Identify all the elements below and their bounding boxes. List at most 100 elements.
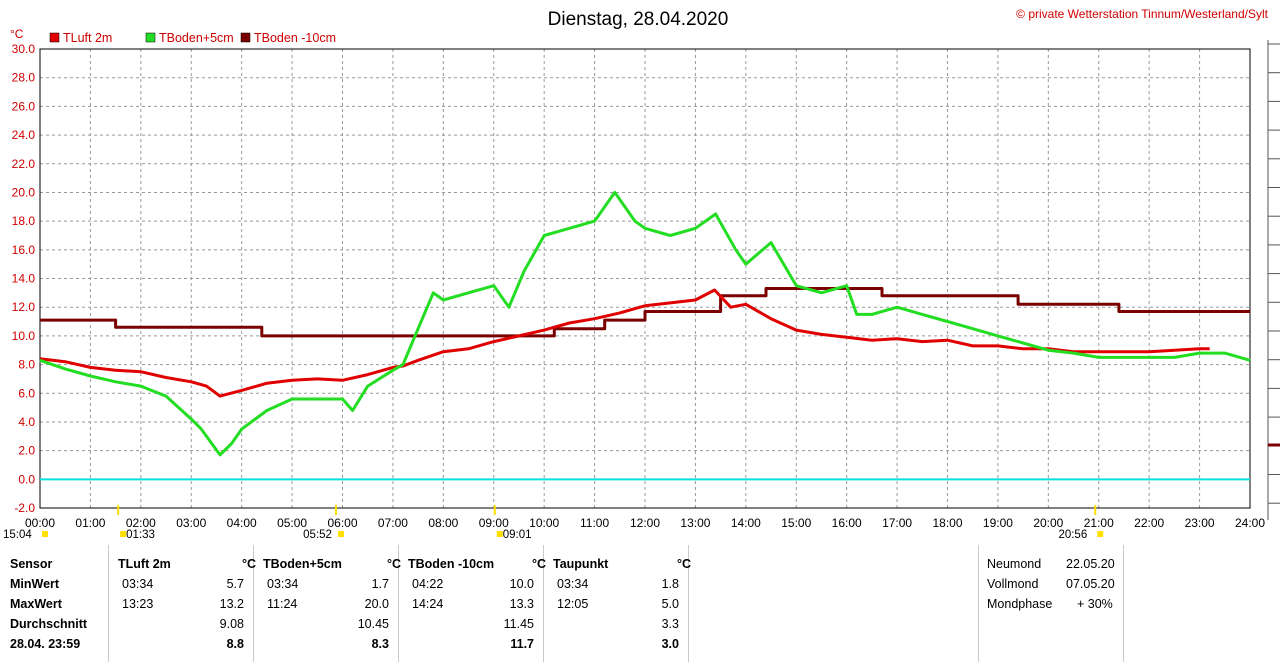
x-tick-label: 12:00 (630, 516, 660, 530)
max-time: 11:24 (267, 597, 298, 611)
x-axis-ticks: 00:00 01:00 02:00 03:00 04:00 05:00 06:00 07:00… (25, 516, 1265, 530)
chart-series (39, 190, 1251, 481)
current-value: 3.0 (661, 637, 679, 651)
min-time: 03:34 (267, 577, 299, 591)
y-tick-label: 0.0 (18, 472, 35, 486)
group-header: Taupunkt (553, 557, 609, 571)
legend-label-tboden10: TBoden -10cm (254, 31, 336, 45)
sun-marker (496, 531, 503, 537)
min-value: 1.7 (371, 577, 389, 591)
min-value: 1.8 (661, 577, 679, 591)
x-tick-label: 13:00 (680, 516, 710, 530)
col-divider (543, 545, 544, 662)
x-tick-label: 08:00 (428, 516, 458, 530)
col-divider (398, 545, 399, 662)
group-unit: °C (386, 557, 401, 571)
max-value: 20.0 (364, 597, 389, 611)
y-tick-label: 28.0 (12, 71, 36, 85)
x-tick-label: 22:00 (1134, 516, 1164, 530)
sun-marker (337, 531, 344, 537)
legend-label-tluft: TLuft 2m (63, 31, 112, 45)
x-tick-label: 00:00 (25, 516, 55, 530)
x-tick-label: 04:00 (227, 516, 257, 530)
sun-marker-label: 09:01 (503, 529, 532, 541)
sun-markers: 15:04 01:33 05:52 09:01 20:56 (3, 505, 1104, 541)
x-tick-label: 24:00 (1235, 516, 1265, 530)
min-time: 03:34 (557, 577, 589, 591)
legend-swatch-tboden5 (145, 32, 156, 43)
avg-value: 10.45 (357, 617, 389, 631)
y-tick-label: 26.0 (12, 99, 36, 113)
x-tick-label: 11:00 (580, 516, 609, 530)
avg-value: 3.3 (661, 617, 679, 631)
y-tick-label: 16.0 (12, 243, 36, 257)
x-tick-label: 23:00 (1185, 516, 1215, 530)
statistics-table: Sensor MinWert MaxWert Durchschnitt 28.0… (0, 545, 1280, 662)
sun-marker (42, 531, 48, 537)
legend: TLuft 2m TBoden+5cm TBoden -10cm (49, 31, 336, 45)
x-tick-label: 03:00 (176, 516, 206, 530)
group-header: TBoden+5cm (263, 557, 342, 571)
avg-value: 9.08 (219, 617, 244, 631)
temperature-chart: Dienstag, 28.04.2020 © private Wettersta… (3, 7, 1280, 541)
x-tick-label: 17:00 (882, 516, 912, 530)
sun-marker-label: 20:56 (1058, 529, 1087, 541)
min-time: 04:22 (412, 577, 444, 591)
plot-border (39, 48, 1251, 509)
x-tick-label: 07:00 (378, 516, 408, 530)
max-time: 13:23 (122, 597, 154, 611)
legend-label-tboden5: TBoden+5cm (159, 31, 234, 45)
y-axis-ticks: 30.0 28.0 26.0 24.0 22.0 20.0 18.0 16.0 14.0 12.0… (12, 42, 36, 515)
moon-value-phase: + 30% (1077, 597, 1113, 611)
group-unit: °C (241, 557, 256, 571)
max-value: 13.2 (219, 597, 244, 611)
col-divider (688, 545, 689, 662)
x-tick-label: 05:00 (277, 516, 307, 530)
row-label-min: MinWert (10, 577, 60, 591)
max-value: 5.0 (661, 597, 679, 611)
x-tick-label: 06:00 (327, 516, 357, 530)
right-scroll-strip (1267, 40, 1280, 520)
y-tick-label: 20.0 (12, 185, 36, 199)
moon-label-full: Vollmond (987, 577, 1039, 591)
y-tick-label: 22.0 (12, 157, 36, 171)
y-tick-label: 14.0 (12, 272, 36, 286)
x-tick-label: 14:00 (731, 516, 761, 530)
series-line-2 (40, 287, 1250, 338)
current-value: 8.3 (371, 637, 389, 651)
x-tick-label: 21:00 (1084, 516, 1114, 530)
chart-title: Dienstag, 28.04.2020 (548, 9, 729, 30)
y-tick-label: 18.0 (12, 214, 36, 228)
row-label-current: 28.04. 23:59 (10, 637, 81, 651)
col-divider (108, 545, 109, 662)
min-time: 03:34 (122, 577, 154, 591)
legend-swatch-tboden10 (240, 32, 251, 43)
x-tick-label: 09:00 (479, 516, 509, 530)
y-tick-label: 10.0 (12, 329, 36, 343)
x-tick-label: 15:00 (781, 516, 811, 530)
current-value: 8.8 (226, 637, 244, 651)
x-tick-label: 02:00 (126, 516, 156, 530)
y-tick-label: 4.0 (18, 415, 35, 429)
moon-value-new: 22.05.20 (1066, 557, 1115, 571)
max-value: 13.3 (509, 597, 534, 611)
sun-marker-label: 15:04 (3, 529, 32, 541)
avg-value: 11.45 (503, 617, 534, 631)
y-tick-label: 12.0 (12, 300, 36, 314)
row-label-avg: Durchschnitt (10, 617, 88, 631)
row-label-max: MaxWert (10, 597, 62, 611)
group-unit: °C (676, 557, 691, 571)
max-time: 14:24 (412, 597, 444, 611)
copyright-text: © private Wetterstation Tinnum/Westerlan… (1016, 7, 1269, 21)
x-tick-label: 19:00 (983, 516, 1013, 530)
y-tick-label: 2.0 (18, 444, 35, 458)
col-divider (978, 545, 979, 662)
min-value: 5.7 (226, 577, 244, 591)
y-tick-label: 24.0 (12, 128, 36, 142)
col-divider (1123, 545, 1124, 662)
sensor-header: Sensor (10, 557, 53, 571)
max-time: 12:05 (557, 597, 589, 611)
y-axis-unit: °C (10, 27, 24, 41)
sun-marker (120, 531, 127, 537)
legend-swatch-tluft (49, 32, 60, 43)
